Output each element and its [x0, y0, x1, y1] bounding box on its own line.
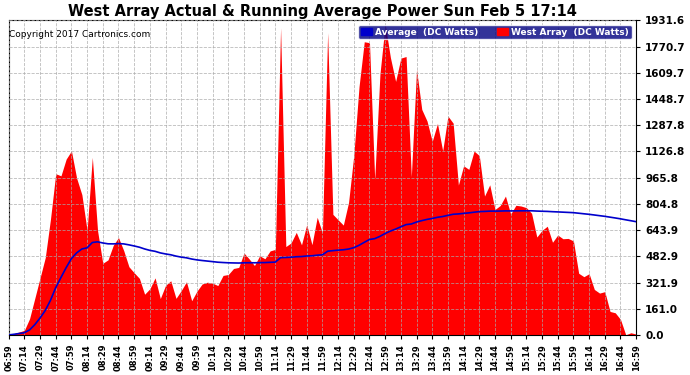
Title: West Array Actual & Running Average Power Sun Feb 5 17:14: West Array Actual & Running Average Powe… — [68, 4, 577, 19]
Legend: Average  (DC Watts), West Array  (DC Watts): Average (DC Watts), West Array (DC Watts… — [358, 25, 631, 39]
Text: Copyright 2017 Cartronics.com: Copyright 2017 Cartronics.com — [9, 30, 150, 39]
